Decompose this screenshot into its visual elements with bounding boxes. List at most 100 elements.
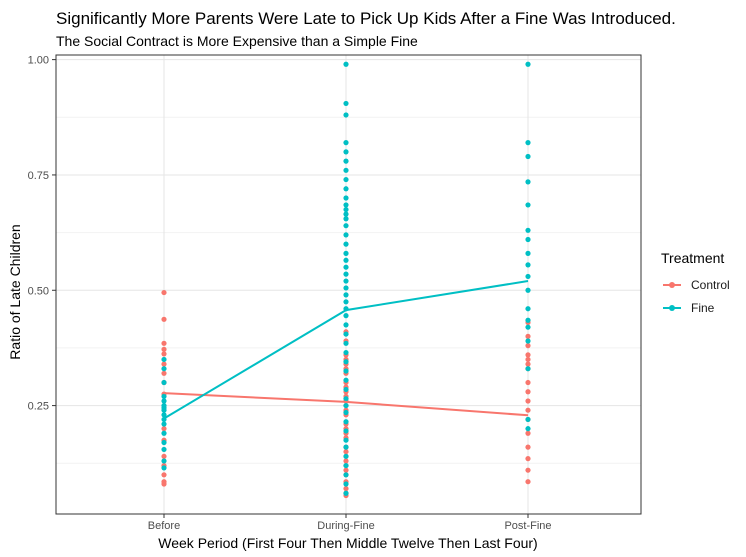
point-fine — [343, 232, 349, 238]
point-fine — [343, 409, 349, 416]
point-fine — [343, 331, 349, 337]
point-fine — [343, 250, 349, 256]
point-fine — [525, 250, 531, 256]
point-fine — [343, 428, 349, 434]
point-control — [161, 351, 167, 357]
point-fine — [161, 430, 167, 436]
point-control — [161, 472, 167, 478]
point-control — [525, 430, 531, 436]
point-control — [343, 458, 349, 464]
point-fine — [343, 386, 349, 393]
point-control — [525, 444, 531, 450]
point-fine — [343, 368, 349, 374]
mean-line-fine — [163, 280, 529, 420]
y-tick-label: 1.00 — [28, 55, 49, 67]
point-control — [161, 346, 167, 352]
point-fine — [343, 313, 349, 319]
point-fine — [343, 206, 349, 213]
point-fine — [525, 416, 531, 423]
point-fine — [343, 167, 349, 173]
point-fine — [525, 306, 531, 312]
point-fine — [343, 437, 349, 443]
point-fine — [161, 356, 167, 363]
legend-item-fine: Fine — [661, 298, 714, 318]
legend-key-fine — [661, 298, 683, 318]
x-axis-label: Week Period (First Four Then Middle Twel… — [158, 535, 537, 551]
point-fine — [343, 264, 349, 270]
point-control — [161, 361, 167, 367]
point-fine — [525, 61, 531, 67]
point-fine — [343, 176, 349, 183]
point-fine — [343, 340, 349, 346]
point-fine — [343, 202, 349, 208]
point-fine — [343, 396, 349, 402]
point-control — [525, 361, 531, 367]
point-control — [161, 481, 167, 487]
point-fine — [343, 211, 349, 217]
point-fine — [343, 140, 349, 146]
point-fine — [343, 299, 349, 305]
point-fine — [343, 278, 349, 284]
point-fine — [343, 481, 349, 487]
point-control — [161, 289, 167, 296]
point-fine — [343, 149, 349, 155]
point-control — [161, 426, 167, 432]
point-control — [525, 398, 531, 404]
point-fine — [343, 285, 349, 291]
point-fine — [343, 271, 349, 277]
point-fine — [343, 490, 349, 496]
point-fine — [525, 262, 531, 268]
point-control — [525, 379, 531, 386]
legend-item-control: Control — [661, 275, 730, 295]
point-fine — [343, 402, 349, 409]
point-fine — [343, 472, 349, 478]
point-control — [525, 356, 531, 363]
point-fine — [161, 439, 167, 446]
point-control — [525, 389, 531, 395]
point-control — [525, 456, 531, 462]
point-fine — [161, 458, 167, 464]
point-fine — [525, 236, 531, 243]
point-fine — [343, 377, 349, 383]
point-fine — [525, 140, 531, 146]
point-fine — [343, 444, 349, 450]
chart-title: Significantly More Parents Were Late to … — [56, 9, 676, 28]
point-fine — [343, 359, 349, 365]
y-axis-label: Ratio of Late Children — [7, 224, 23, 359]
point-fine — [525, 153, 531, 160]
y-tick-label: 0.25 — [28, 401, 49, 413]
point-fine — [161, 393, 167, 399]
point-control — [525, 479, 531, 485]
point-fine — [525, 287, 531, 293]
point-fine — [161, 421, 167, 427]
point-control — [343, 467, 349, 473]
point-control — [525, 333, 531, 339]
point-fine — [161, 465, 167, 471]
point-fine — [343, 186, 349, 192]
point-fine — [343, 257, 349, 263]
point-fine — [525, 338, 531, 344]
point-fine — [525, 366, 531, 372]
legend-label-control: Control — [691, 278, 730, 292]
point-fine — [525, 426, 531, 432]
point-fine — [343, 195, 349, 201]
point-fine — [525, 227, 531, 233]
point-fine — [343, 223, 349, 229]
point-fine — [343, 292, 349, 298]
point-fine — [161, 446, 167, 453]
legend-title: Treatment — [661, 250, 725, 266]
plot-panel-border — [55, 54, 642, 515]
point-control — [161, 316, 167, 322]
point-control — [161, 453, 167, 459]
point-fine — [343, 100, 349, 107]
legend-label-fine: Fine — [691, 301, 715, 315]
point-fine — [525, 317, 531, 323]
point-fine — [525, 202, 531, 208]
point-control — [343, 486, 349, 492]
x-tick-label: Post-Fine — [504, 520, 551, 532]
point-fine — [161, 412, 167, 418]
point-fine — [343, 462, 349, 469]
point-control — [525, 407, 531, 413]
x-tick-label: During-Fine — [317, 520, 374, 532]
